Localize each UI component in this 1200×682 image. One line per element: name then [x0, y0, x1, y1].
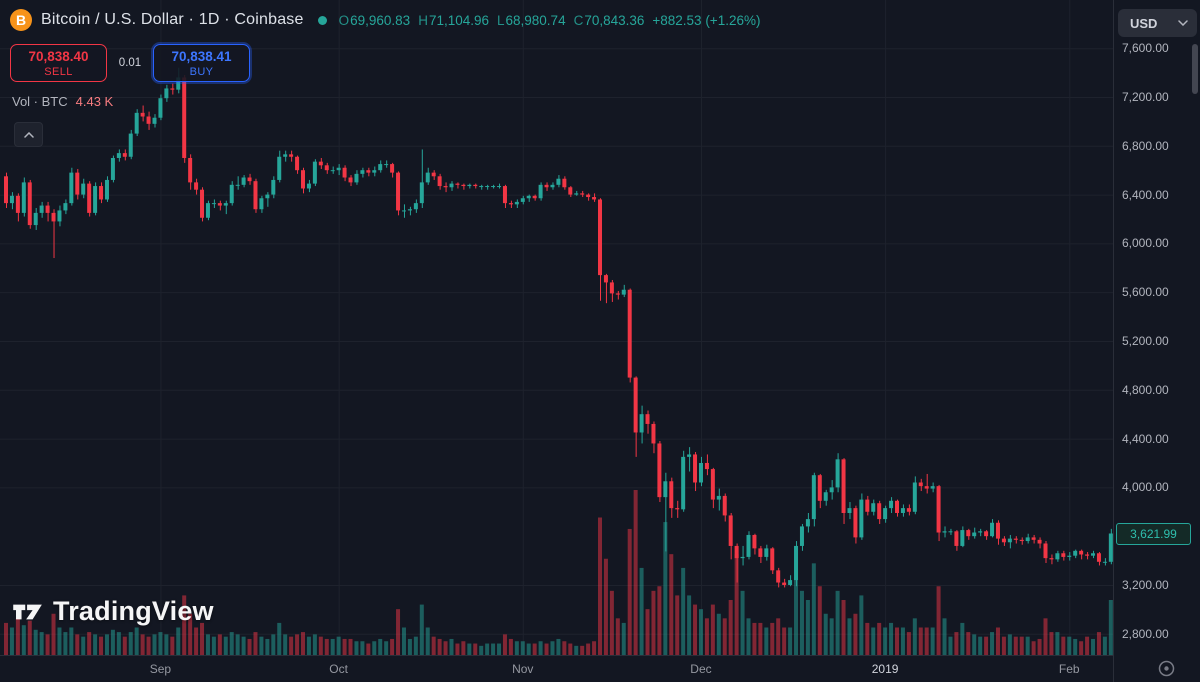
price-axis-label: 6,400.00 [1122, 187, 1169, 202]
buy-button[interactable]: 70,838.41 BUY [153, 44, 250, 82]
scrollbar-thumb[interactable] [1192, 44, 1198, 94]
price-axis-label: 4,800.00 [1122, 382, 1169, 397]
chart-header: B Bitcoin / U.S. Dollar · 1D · Coinbase … [10, 9, 760, 31]
volume-indicator-value: 4.43 K [75, 94, 114, 109]
bitcoin-logo-icon: B [10, 9, 32, 31]
price-axis[interactable]: USD 7,600.00 7,200.00 6,800.00 6,400.00 6,00… [1113, 0, 1200, 682]
timezone-clock-icon[interactable] [1156, 658, 1176, 678]
price-axis-label: 5,200.00 [1122, 333, 1169, 348]
tradingview-logo-text: TradingView [53, 596, 214, 626]
currency-label: USD [1130, 15, 1158, 31]
sell-price: 70,838.40 [28, 48, 89, 64]
time-axis-label: Sep [149, 662, 172, 676]
price-axis-label: 7,600.00 [1122, 41, 1169, 56]
time-axis-label: Oct [329, 662, 348, 676]
open-label: O [338, 12, 350, 28]
high-label: H [418, 12, 428, 28]
volume-indicator-row: Vol · BTC 4.43 K [12, 94, 113, 109]
currency-selector-button[interactable]: USD [1118, 9, 1197, 37]
close-value: 70,843.36 [584, 12, 645, 28]
market-status-dot-icon[interactable] [317, 15, 327, 25]
price-axis-label: 6,000.00 [1122, 236, 1169, 251]
buy-label: BUY [189, 65, 214, 78]
price-chart-canvas[interactable] [0, 0, 1113, 655]
last-price-label: 3,621.99 [1116, 523, 1191, 546]
price-axis-label: 7,200.00 [1122, 89, 1169, 104]
time-axis[interactable]: Sep Oct Nov Dec 2019 Feb [0, 655, 1113, 682]
trade-panel: 70,838.40 SELL 0.01 70,838.41 BUY [10, 44, 250, 82]
price-axis-label: 2,800.00 [1122, 626, 1169, 641]
price-axis-label: 4,400.00 [1122, 431, 1169, 446]
price-axis-label: 3,200.00 [1122, 577, 1169, 592]
spread-value: 0.01 [118, 57, 142, 69]
tradingview-logo-icon [13, 604, 42, 619]
open-value: 69,960.83 [350, 12, 411, 28]
chart-pane[interactable]: B Bitcoin / U.S. Dollar · 1D · Coinbase … [0, 0, 1113, 655]
tradingview-logo[interactable]: TradingView [12, 596, 214, 627]
price-axis-label: 4,000.00 [1122, 480, 1169, 495]
price-axis-label: 5,600.00 [1122, 285, 1169, 300]
chevron-up-icon [23, 131, 34, 138]
volume-indicator-label[interactable]: Vol · BTC [12, 94, 68, 109]
change-value: +882.53 (+1.26%) [652, 12, 761, 28]
symbol-title[interactable]: Bitcoin / U.S. Dollar · 1D · Coinbase [41, 11, 304, 28]
low-label: L [497, 12, 505, 28]
time-axis-label: Dec [690, 662, 712, 676]
close-label: C [573, 12, 584, 28]
sell-button[interactable]: 70,838.40 SELL [10, 44, 107, 82]
time-axis-label: Feb [1058, 662, 1080, 676]
low-value: 68,980.74 [505, 12, 566, 28]
chevron-down-icon [1178, 20, 1188, 26]
buy-price: 70,838.41 [171, 48, 232, 64]
time-axis-label: Nov [512, 662, 534, 676]
sell-label: SELL [44, 65, 73, 78]
collapse-panel-button[interactable] [14, 122, 43, 147]
ohlc-values: O69,960.83 H71,104.96 L68,980.74 C70,843… [339, 13, 761, 28]
time-axis-label: 2019 [871, 662, 899, 676]
price-axis-label: 6,800.00 [1122, 138, 1169, 153]
high-value: 71,104.96 [428, 12, 489, 28]
